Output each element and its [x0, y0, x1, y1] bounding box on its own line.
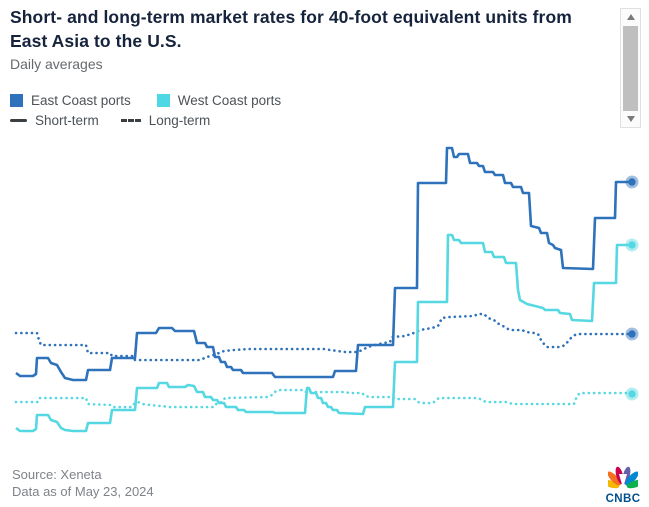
series-east-coast-long-term: [14, 312, 632, 362]
solid-line-sample: [10, 119, 27, 122]
chart-subtitle: Daily averages: [10, 56, 103, 72]
end-marker-halo-west-coast-long-term: [625, 387, 639, 401]
source-note: Source: Xeneta: [12, 467, 102, 482]
scrollbar-thumb[interactable]: [623, 26, 638, 112]
vertical-scrollbar[interactable]: [620, 8, 641, 128]
legend-series-row: East Coast ports West Coast ports: [10, 93, 281, 108]
series-west-coast-short-term: [15, 233, 630, 433]
as-of-note: Data as of May 23, 2024: [12, 483, 154, 499]
legend-style-row: Short-term Long-term: [10, 113, 210, 128]
legend-item-short-term: Short-term: [10, 113, 99, 128]
legend-label: East Coast ports: [31, 93, 131, 108]
peacock-feather: [625, 471, 639, 486]
east-coast-swatch: [10, 94, 23, 107]
end-marker-halo-east-coast-short-term: [625, 175, 639, 189]
scroll-down-button[interactable]: [621, 111, 640, 127]
end-marker-halo-west-coast-short-term: [625, 238, 639, 252]
peacock-body: [619, 474, 627, 488]
west-coast-swatch: [156, 94, 170, 107]
cnbc-logo: CNBC: [602, 466, 644, 505]
legend-item-long-term: Long-term: [120, 113, 211, 128]
peacock-feather: [607, 471, 621, 486]
scroll-up-button[interactable]: [621, 9, 640, 25]
legend-label: Long-term: [148, 113, 211, 128]
end-marker-halo-east-coast-long-term: [625, 327, 639, 341]
legend-item-west-coast: West Coast ports: [156, 93, 282, 108]
scroll-up-icon: [626, 14, 635, 20]
cnbc-wordmark: CNBC: [605, 493, 641, 505]
end-marker-east-coast-short-term: [628, 178, 636, 186]
cnbc-peacock-icon: [602, 466, 644, 489]
footer-notes: Source: Xeneta Data as of May 23, 2024: [12, 467, 154, 501]
end-marker-east-coast-long-term: [628, 330, 636, 338]
end-marker-west-coast-short-term: [628, 241, 636, 249]
series-east-coast-short-term: [15, 146, 630, 382]
scroll-down-icon: [626, 116, 635, 122]
legend-label: Short-term: [35, 113, 99, 128]
page-title: Short- and long-term market rates for 40…: [10, 7, 572, 51]
end-marker-west-coast-long-term: [628, 390, 636, 398]
dashed-line-sample: [120, 119, 141, 122]
legend-item-east-coast: East Coast ports: [10, 93, 131, 108]
legend-label: West Coast ports: [177, 93, 282, 108]
series-west-coast-long-term: [14, 388, 632, 409]
